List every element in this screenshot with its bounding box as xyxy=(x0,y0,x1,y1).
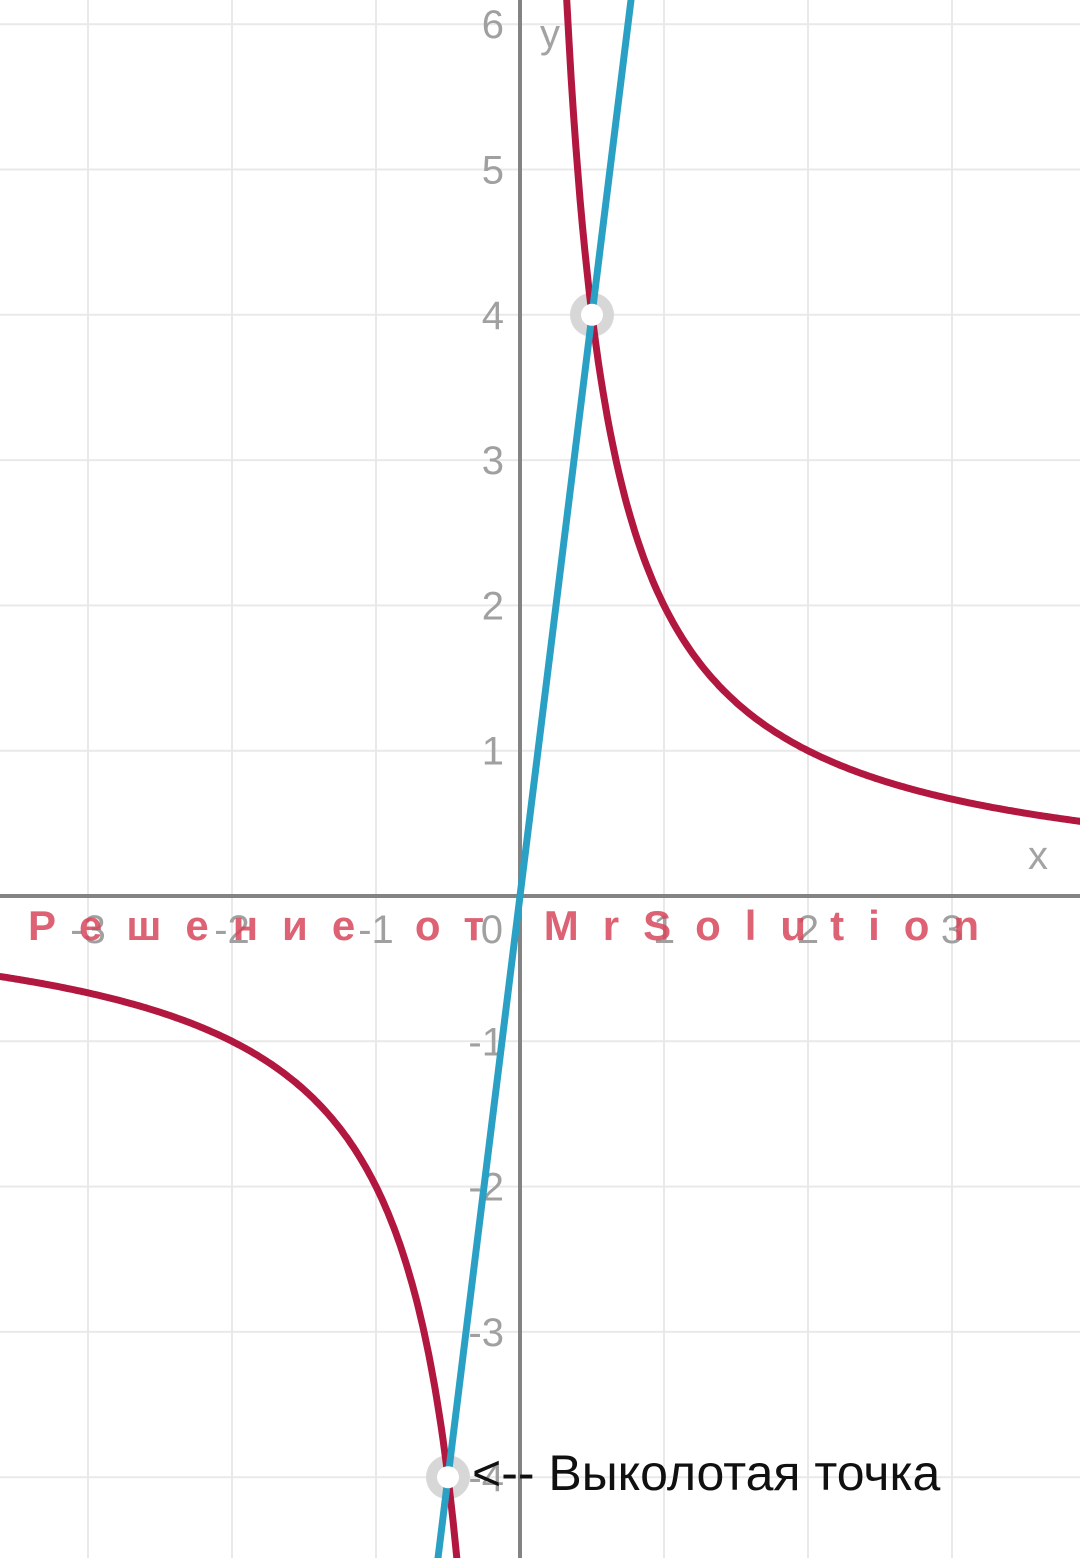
x-tick-label: 2 xyxy=(797,908,819,952)
excluded-point-annotation: <-- Выколотая точка xyxy=(472,1445,941,1501)
y-axis-label: y xyxy=(540,12,560,56)
y-tick-label: 4 xyxy=(482,294,504,338)
x-tick-label: 0 xyxy=(481,908,503,952)
curve-hyperbola-left[interactable] xyxy=(0,972,461,1558)
x-tick-label: 3 xyxy=(941,908,963,952)
x-tick-label: -1 xyxy=(358,908,394,952)
x-axis-label: x xyxy=(1028,834,1048,878)
y-tick-label: 5 xyxy=(482,149,504,193)
open-point[interactable] xyxy=(437,1466,459,1489)
curve-line[interactable] xyxy=(432,0,637,1558)
open-point[interactable] xyxy=(581,303,603,326)
y-tick-label: 1 xyxy=(482,730,504,774)
y-tick-label: 3 xyxy=(482,439,504,483)
y-tick-label: 6 xyxy=(482,3,504,47)
curve-hyperbola-right[interactable] xyxy=(563,0,1080,825)
x-tick-label: -3 xyxy=(70,908,106,952)
x-tick-label: -2 xyxy=(214,908,250,952)
y-tick-label: 2 xyxy=(482,584,504,628)
watermark: Решение от MrSolution xyxy=(28,902,1004,949)
y-tick-label: -4 xyxy=(468,1456,504,1500)
y-tick-label: -3 xyxy=(468,1311,504,1355)
x-tick-label: 1 xyxy=(653,908,675,952)
